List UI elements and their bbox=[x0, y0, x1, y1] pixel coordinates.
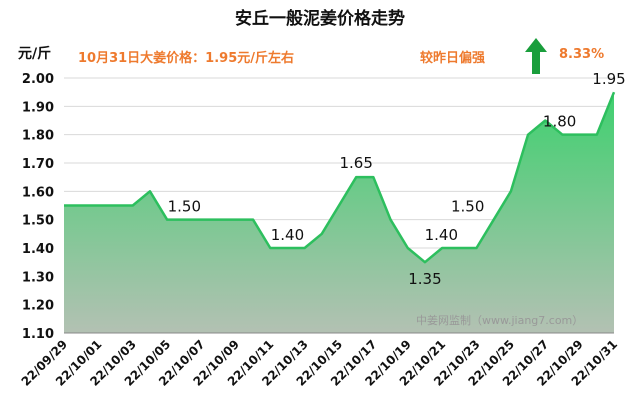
y-tick-label: 2.00 bbox=[22, 72, 54, 87]
change-percent: 8.33% bbox=[559, 47, 605, 62]
data-label: 1.40 bbox=[271, 226, 304, 244]
watermark: 中姜网监制（www.jiang7.com） bbox=[416, 314, 584, 327]
data-label: 1.40 bbox=[425, 226, 458, 244]
data-labels: 1.50 1.40 1.65 1.35 1.40 1.50 1.80 1.95 bbox=[168, 70, 626, 288]
area-fill bbox=[64, 92, 614, 334]
data-label: 1.35 bbox=[408, 270, 441, 288]
y-tick-label: 1.30 bbox=[22, 270, 54, 285]
y-tick-label: 1.90 bbox=[22, 100, 54, 115]
y-tick-label: 1.20 bbox=[22, 299, 54, 314]
y-tick-label: 1.70 bbox=[22, 157, 54, 172]
y-tick-label: 1.50 bbox=[22, 214, 54, 229]
chart-title: 安丘一般泥姜价格走势 bbox=[235, 9, 405, 29]
data-label: 1.50 bbox=[168, 198, 201, 216]
y-tick-label: 1.80 bbox=[22, 129, 54, 144]
data-label: 1.65 bbox=[339, 154, 372, 172]
y-tick-label: 1.40 bbox=[22, 242, 54, 257]
y-tick-label: 1.60 bbox=[22, 185, 54, 200]
data-label: 1.95 bbox=[592, 70, 625, 88]
compare-label: 较昨日偏强 bbox=[420, 51, 486, 66]
y-axis-unit: 元/斤 bbox=[18, 46, 52, 62]
up-arrow-icon bbox=[525, 38, 547, 74]
data-label: 1.50 bbox=[451, 198, 484, 216]
area-series bbox=[63, 91, 616, 334]
data-label: 1.80 bbox=[543, 113, 576, 131]
y-tick-label: 1.10 bbox=[22, 327, 54, 342]
price-note: 10月31日大姜价格：1.95元/斤左右 bbox=[78, 51, 295, 66]
